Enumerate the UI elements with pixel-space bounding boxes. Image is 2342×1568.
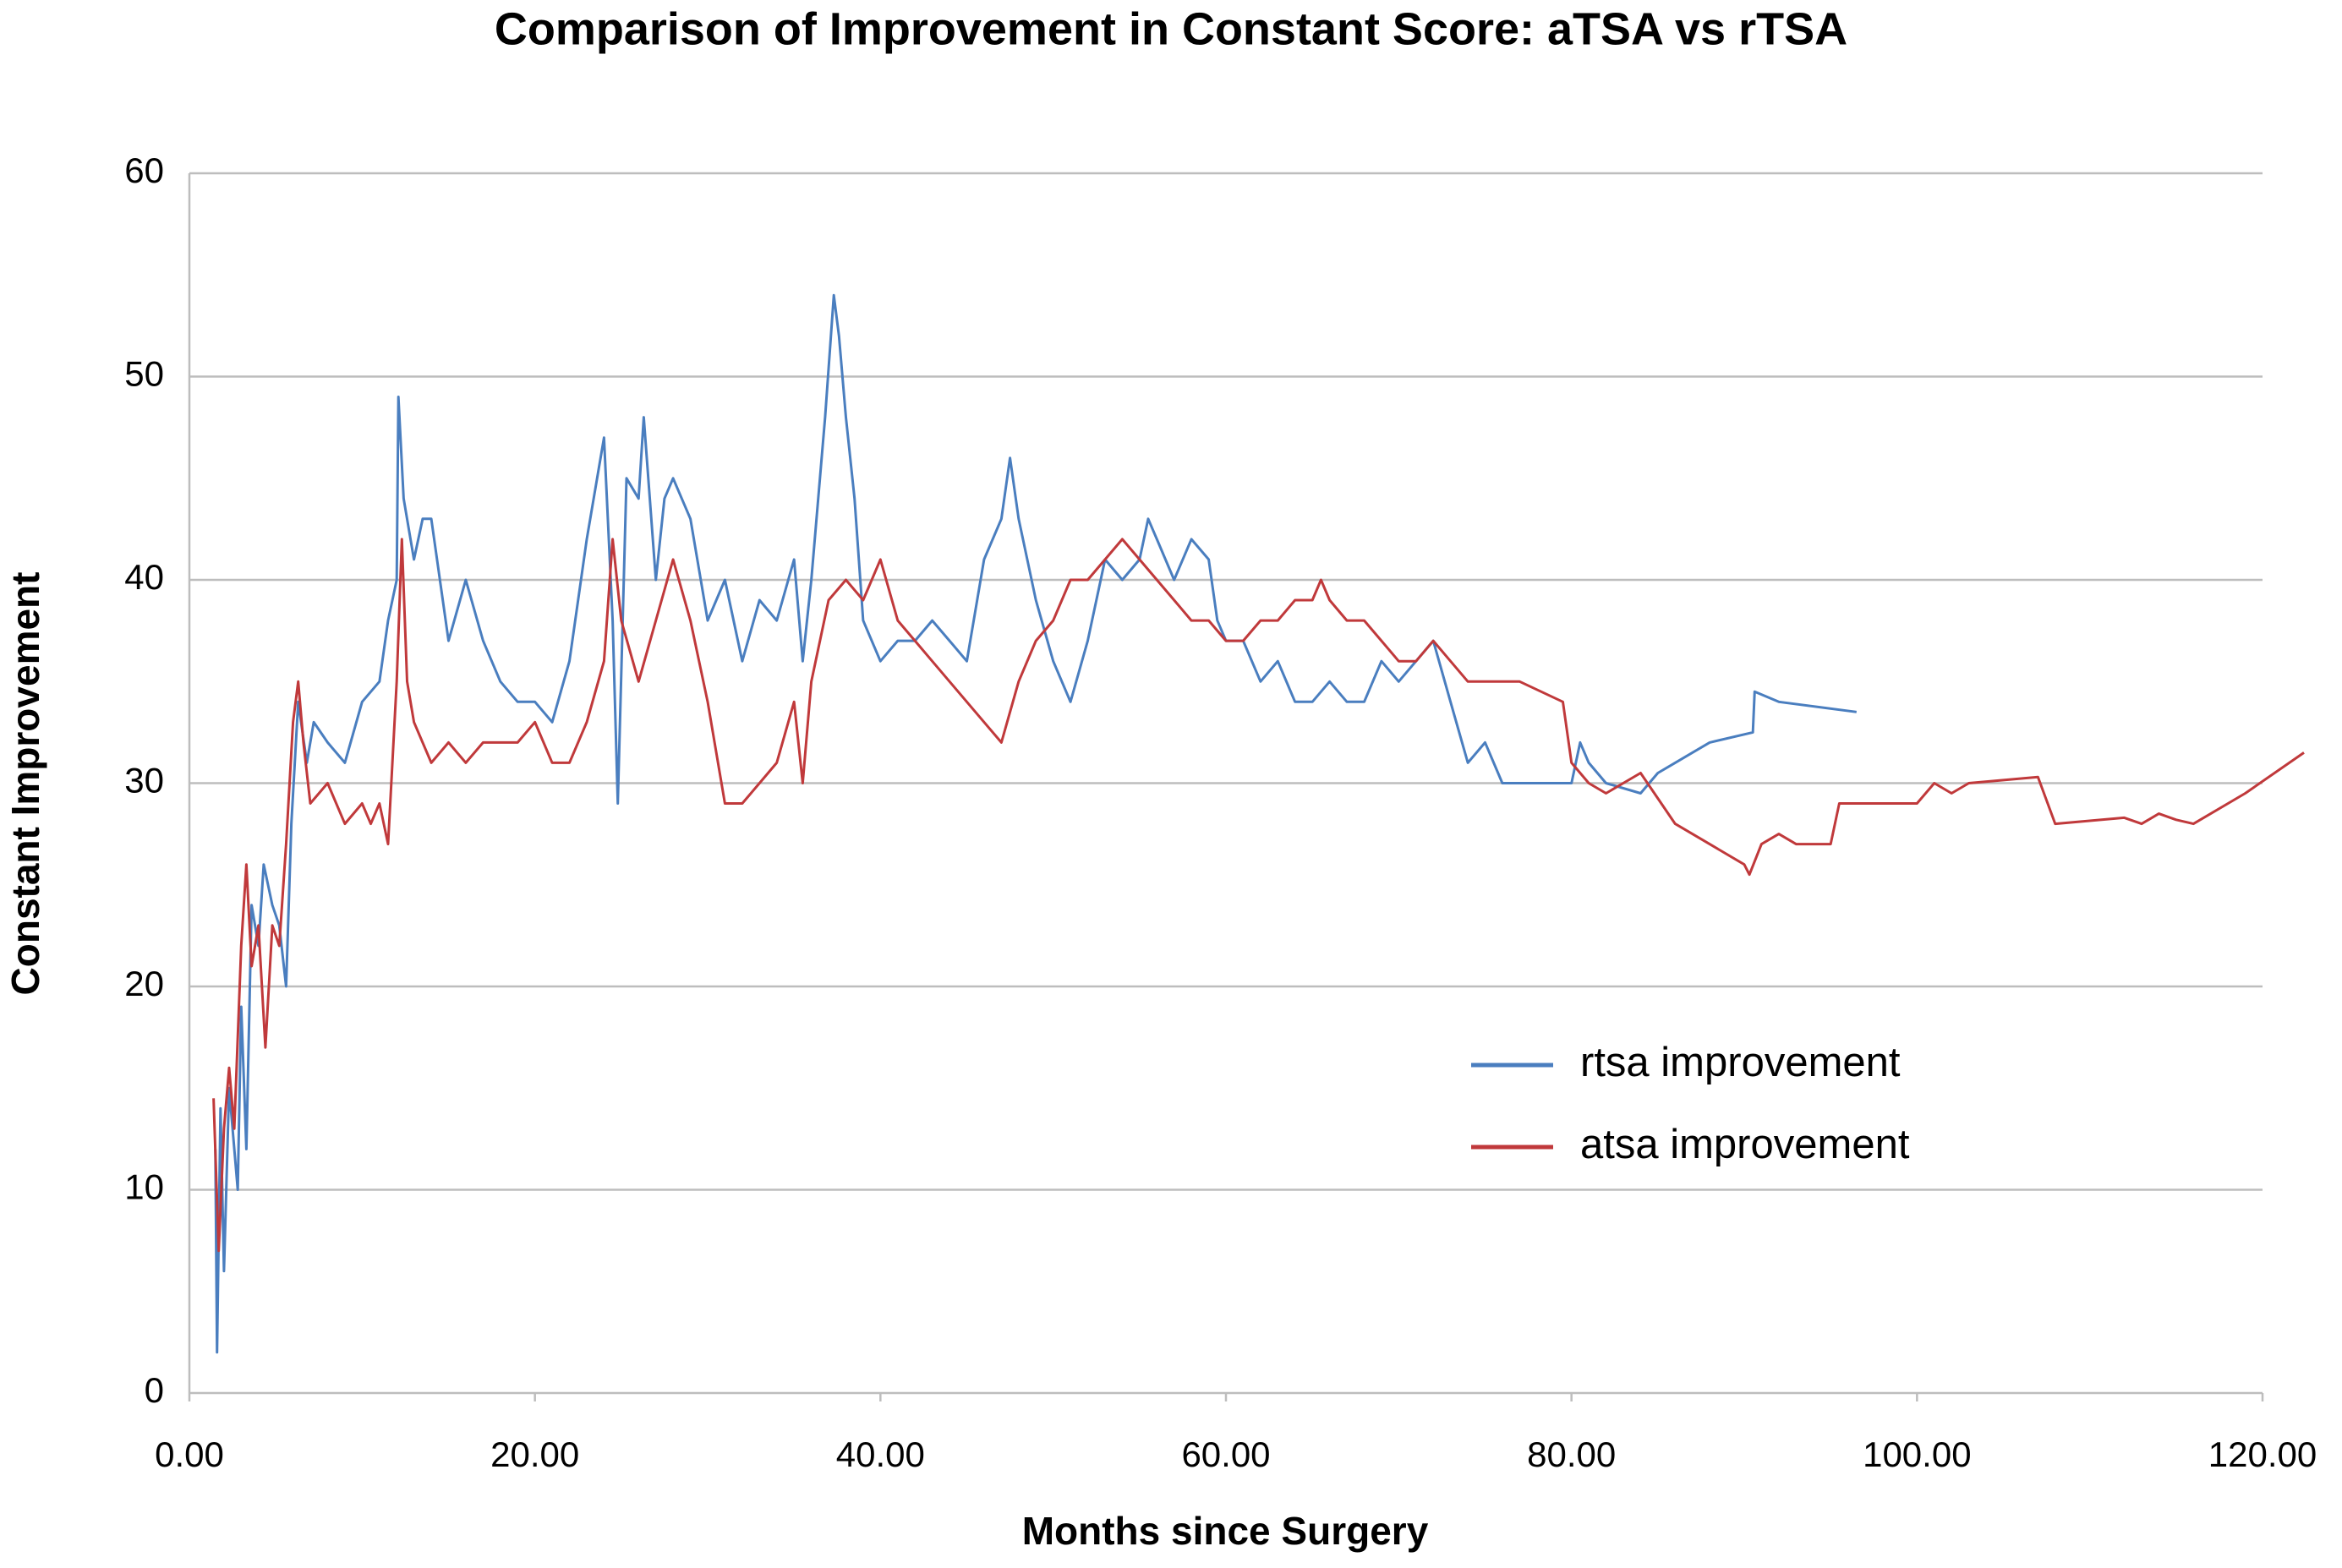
y-tick-label: 30 bbox=[124, 761, 164, 800]
chart-title: Comparison of Improvement in Constant Sc… bbox=[495, 3, 1847, 54]
x-tick-label: 60.00 bbox=[1181, 1434, 1270, 1474]
y-tick-label: 20 bbox=[124, 964, 164, 1003]
y-tick-label: 60 bbox=[124, 150, 164, 190]
legend-label: atsa improvement bbox=[1580, 1122, 1910, 1167]
x-axis-title: Months since Surgery bbox=[1022, 1509, 1429, 1553]
y-axis-title: Constant Improvement bbox=[3, 572, 47, 996]
y-tick-label: 40 bbox=[124, 557, 164, 597]
y-tick-label: 0 bbox=[145, 1370, 164, 1410]
y-tick-label: 10 bbox=[124, 1167, 164, 1207]
legend-label: rtsa improvement bbox=[1580, 1040, 1901, 1085]
x-tick-label: 120.00 bbox=[2208, 1434, 2317, 1474]
y-tick-label: 50 bbox=[124, 354, 164, 394]
x-tick-label: 0.00 bbox=[155, 1434, 224, 1474]
x-tick-label: 40.00 bbox=[836, 1434, 925, 1474]
x-tick-label: 20.00 bbox=[490, 1434, 579, 1474]
series-line bbox=[212, 538, 2305, 1253]
x-tick-label: 100.00 bbox=[1863, 1434, 1971, 1474]
x-tick-label: 80.00 bbox=[1527, 1434, 1616, 1474]
series-line bbox=[214, 293, 1857, 1354]
